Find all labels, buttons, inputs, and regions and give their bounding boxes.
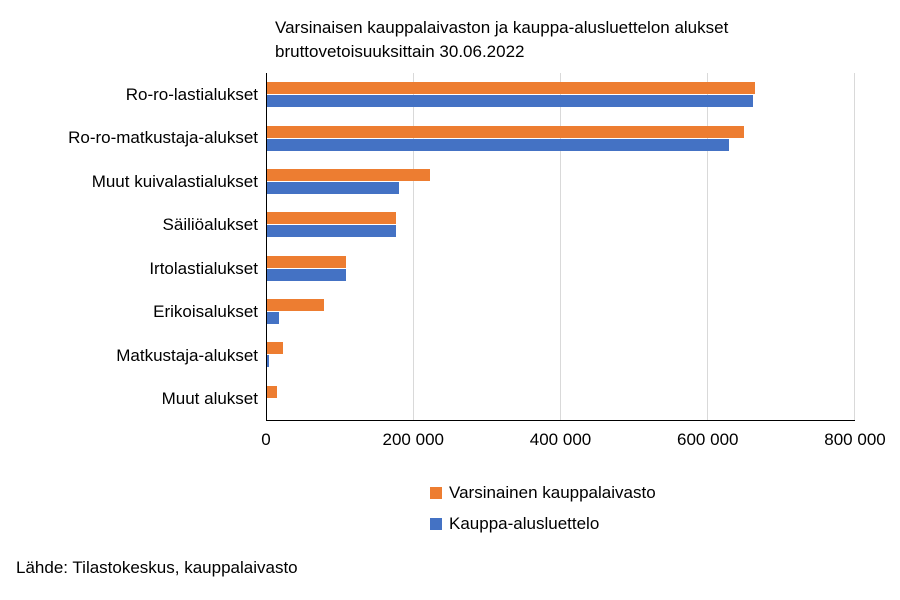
bar-row	[267, 247, 855, 290]
bar-kauppa-alusluettelo	[267, 312, 280, 325]
legend-swatch-blue	[430, 517, 442, 530]
legend-label: Varsinainen kauppalaivasto	[449, 482, 656, 502]
legend-item-varsinainen-kauppalaivasto: Varsinainen kauppalaivasto	[430, 477, 656, 508]
category-label: Säiliöalukset	[162, 215, 258, 235]
bar-varsinainen-kauppalaivasto	[267, 255, 347, 268]
plot-area	[266, 73, 855, 421]
bar-varsinainen-kauppalaivasto	[267, 212, 397, 225]
bar-kauppa-alusluettelo	[267, 355, 270, 368]
bar-varsinainen-kauppalaivasto	[267, 299, 325, 312]
gridline	[560, 73, 561, 420]
category-label: Matkustaja-alukset	[116, 345, 258, 365]
category-label: Erikoisalukset	[153, 302, 258, 322]
legend-label: Kauppa-alusluettelo	[449, 513, 600, 533]
gridline	[854, 73, 855, 420]
y-axis-labels: Ro-ro-lastialukset Ro-ro-matkustaja-aluks…	[0, 73, 258, 421]
legend-item-kauppa-alusluettelo: Kauppa-alusluettelo	[430, 508, 656, 539]
category-label: Muut alukset	[161, 389, 258, 409]
bar-kauppa-alusluettelo	[267, 181, 399, 194]
category-label: Irtolastialukset	[149, 258, 258, 278]
x-tick-label: 200 000	[382, 430, 444, 449]
bar-row	[267, 203, 855, 246]
bar-varsinainen-kauppalaivasto	[267, 125, 744, 138]
chart-title-line2: bruttovetoisuuksittain 30.06.2022	[275, 42, 525, 61]
gridline	[413, 73, 414, 420]
category-label: Ro-ro-lastialukset	[125, 84, 258, 104]
bar-kauppa-alusluettelo	[267, 268, 347, 281]
x-tick-label: 800 000	[824, 430, 886, 449]
bar-row	[267, 290, 855, 333]
bar-row	[267, 116, 855, 159]
bar-rows	[267, 73, 855, 420]
bar-row	[267, 73, 855, 116]
x-tick-label: 400 000	[529, 430, 592, 449]
legend-swatch-orange	[430, 486, 442, 499]
gridline	[707, 73, 708, 420]
chart-title-line1: Varsinaisen kauppalaivaston ja kauppa-al…	[275, 18, 729, 37]
bar-varsinainen-kauppalaivasto	[267, 168, 431, 181]
category-label: Muut kuivalastialukset	[91, 171, 258, 191]
legend: Varsinainen kauppalaivasto Kauppa-aluslu…	[430, 477, 656, 539]
bar-row	[267, 160, 855, 203]
category-label: Ro-ro-matkustaja-alukset	[68, 128, 258, 148]
bar-kauppa-alusluettelo	[267, 95, 753, 108]
bar-kauppa-alusluettelo	[267, 138, 730, 151]
chart-title: Varsinaisen kauppalaivaston ja kauppa-al…	[275, 16, 728, 64]
bar-varsinainen-kauppalaivasto	[267, 342, 284, 355]
bar-row	[267, 377, 855, 420]
bar-kauppa-alusluettelo	[267, 225, 397, 238]
x-axis-labels: 0 200 000 400 000 600 000 800 000	[261, 430, 885, 450]
bar-varsinainen-kauppalaivasto	[267, 82, 756, 95]
bar-varsinainen-kauppalaivasto	[267, 385, 277, 398]
source-note: Lähde: Tilastokeskus, kauppalaivasto	[16, 558, 298, 577]
x-tick-label: 0	[261, 430, 271, 449]
bar-row	[267, 333, 855, 376]
x-tick-label: 600 000	[677, 430, 739, 449]
